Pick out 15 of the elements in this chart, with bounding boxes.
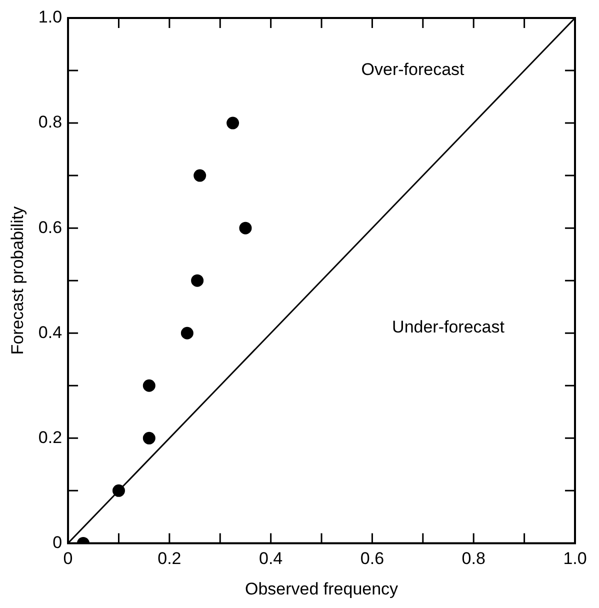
y-axis-title: Forecast probability [8,206,27,355]
x-tick-label: 0.2 [158,549,182,568]
y-tick-label: 0.8 [38,112,62,132]
x-tick-label: 0.4 [259,549,283,568]
y-tick-label: 0.2 [38,428,62,447]
y-tick-label: 0.6 [38,218,62,237]
x-tick-label: 0.6 [360,549,384,568]
y-tick-label: 0 [52,532,62,552]
x-axis-title: Observed frequency [244,579,399,598]
y-tick-label: 1.0 [38,8,62,27]
y-tick-label: 0.4 [38,322,62,342]
annotation: Under-forecast [392,318,505,337]
annotation: Over-forecast [361,60,465,80]
x-tick-label: 1.0 [563,549,587,568]
x-tick-label: 0.8 [462,549,486,568]
